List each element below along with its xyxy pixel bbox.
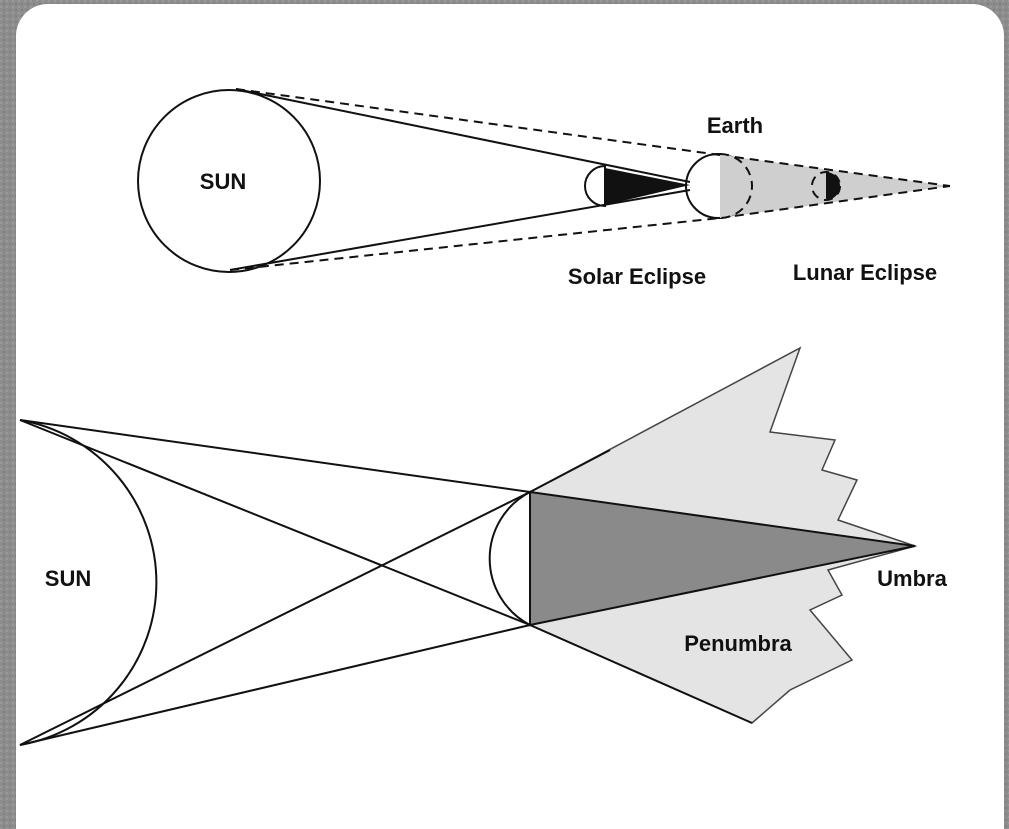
page: SUN Earth Solar Eclipse Lunar Eclipse SU… [0,0,1009,829]
lunar-eclipse-label: Lunar Eclipse [793,260,937,285]
panel [16,4,1004,829]
umbra-label: Umbra [877,566,947,591]
solar-eclipse-label: Solar Eclipse [568,264,706,289]
sun-label: SUN [45,566,91,591]
screen: SUN Earth Solar Eclipse Lunar Eclipse SU… [0,0,1009,829]
penumbra-label: Penumbra [684,631,792,656]
earth-label: Earth [707,113,763,138]
sun-label: SUN [200,169,246,194]
